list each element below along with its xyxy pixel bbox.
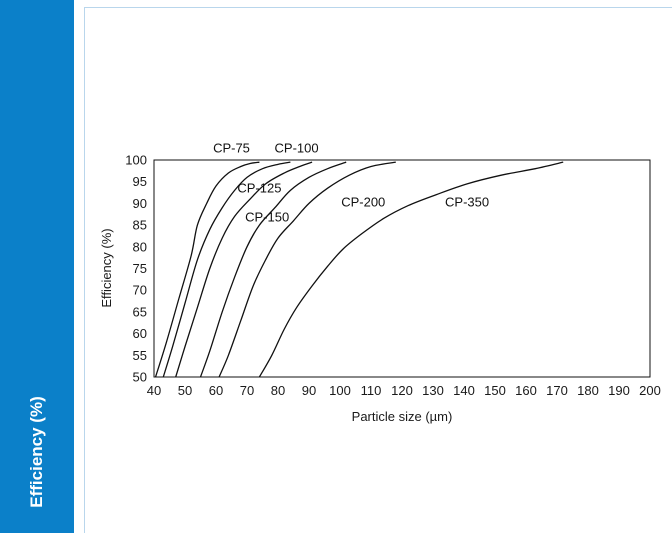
label-cp-75: CP-75 [213, 141, 250, 156]
y-axis-title: Efficiency (%) [99, 228, 114, 307]
x-tick-label: 140 [453, 383, 475, 398]
x-tick-label: 80 [271, 383, 285, 398]
y-tick-label: 80 [133, 239, 147, 254]
y-tick-label: 50 [133, 370, 147, 385]
label-cp-100: CP-100 [275, 141, 319, 156]
x-axis-title: Particle size (µm) [352, 409, 453, 424]
x-tick-label: 40 [147, 383, 161, 398]
curve-cp-150 [199, 161, 347, 378]
y-axis-ticks: 50 55 60 65 70 75 80 85 90 95 100 [125, 153, 147, 385]
content-frame [84, 7, 672, 533]
sidebar-band: Efficiency (%) [0, 0, 74, 533]
curve-labels: CP-75 CP-100 CP-125 CP-150 CP-200 CP-350 [213, 141, 489, 225]
x-tick-label: 160 [515, 383, 537, 398]
label-cp-125: CP-125 [237, 181, 281, 196]
y-tick-label: 100 [125, 153, 147, 168]
x-tick-label: 150 [484, 383, 506, 398]
x-tick-label: 200 [639, 383, 661, 398]
x-tick-label: 180 [577, 383, 599, 398]
label-cp-200: CP-200 [341, 194, 385, 209]
curve-cp-100 [162, 161, 291, 378]
curve-cp-200 [218, 161, 396, 378]
curve-cp-125 [175, 161, 313, 378]
x-tick-label: 60 [209, 383, 223, 398]
label-cp-150: CP-150 [245, 210, 289, 225]
y-tick-label: 65 [133, 304, 147, 319]
x-tick-label: 100 [329, 383, 351, 398]
curve-cp-350 [258, 161, 564, 378]
x-tick-label: 90 [302, 383, 316, 398]
y-tick-label: 60 [133, 326, 147, 341]
y-tick-label: 75 [133, 261, 147, 276]
x-tick-label: 120 [391, 383, 413, 398]
x-tick-label: 130 [422, 383, 444, 398]
x-tick-label: 110 [361, 383, 382, 398]
y-tick-label: 55 [133, 348, 147, 363]
label-cp-350: CP-350 [445, 194, 489, 209]
x-tick-label: 170 [546, 383, 568, 398]
x-tick-label: 70 [240, 383, 254, 398]
y-tick-label: 90 [133, 196, 147, 211]
x-axis-ticks: 40 50 60 70 80 90 100 110 120 130 140 150 160 170 180 1… [147, 383, 661, 398]
x-tick-label: 190 [608, 383, 630, 398]
y-tick-label: 70 [133, 283, 147, 298]
curve-cp-75 [154, 161, 260, 378]
y-tick-label: 95 [133, 174, 147, 189]
plot-area [153, 159, 651, 378]
x-tick-label: 50 [178, 383, 192, 398]
y-tick-label: 85 [133, 218, 147, 233]
curves [154, 161, 564, 378]
